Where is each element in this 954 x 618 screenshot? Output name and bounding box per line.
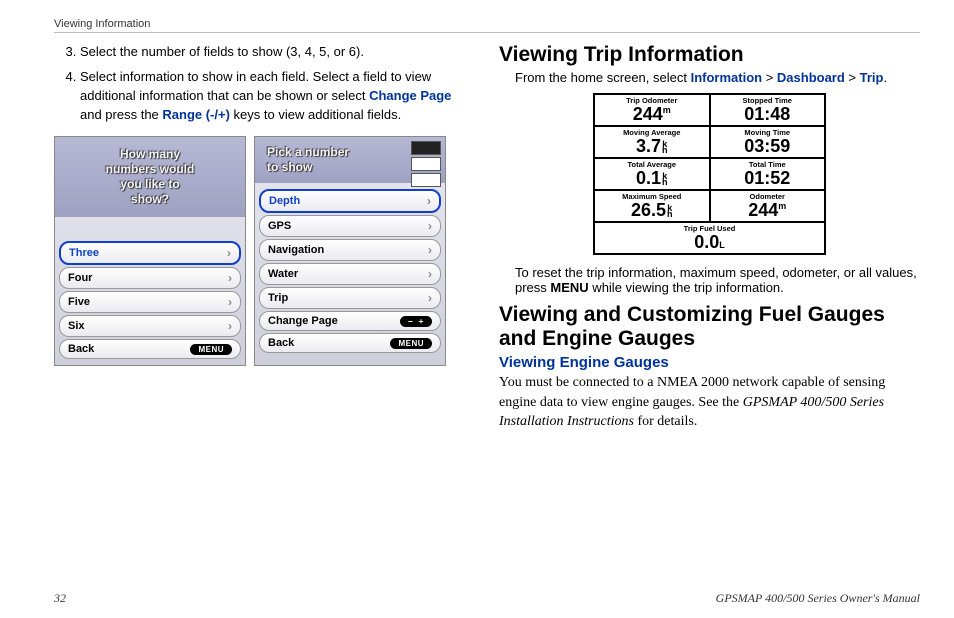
heading-trip-info: Viewing Trip Information <box>499 43 920 67</box>
trip-cell-total-average: Total Average0.1kh <box>594 158 710 190</box>
trip-cell-value: 01:52 <box>711 169 825 187</box>
menu-key: MENU <box>550 280 588 295</box>
trip-cell-value: 244m <box>595 105 709 123</box>
trip-cell-value: 0.1kh <box>595 169 709 187</box>
trip-cell-odometer: Odometer244m <box>710 190 826 222</box>
menu-item-label: Five <box>68 296 90 308</box>
menu-item-label: Back <box>268 337 294 349</box>
instruction-4: Select information to show in each field… <box>80 68 475 125</box>
instruction-4-end: keys to view additional fields. <box>230 107 401 122</box>
reset-info-text: To reset the trip information, maximum s… <box>515 265 920 295</box>
menu-item-label: Depth <box>269 195 300 207</box>
trip-cell-total-time: Total Time01:52 <box>710 158 826 190</box>
menu-item-label: Three <box>69 247 99 259</box>
trip-cell-value: 0.0L <box>595 233 824 251</box>
chevron-right-icon: › <box>228 319 232 333</box>
range-keys-link: Range (-/+) <box>162 107 230 122</box>
change-page-link: Change Page <box>369 88 451 103</box>
device2-item-back[interactable]: Back MENU <box>259 333 441 353</box>
header-rule <box>54 32 920 33</box>
breadcrumb-trip: Trip <box>860 70 884 85</box>
heading-fuel-gauges: Viewing and Customizing Fuel Gauges and … <box>499 303 920 351</box>
trip-cell-value: 26.5kh <box>595 201 709 219</box>
device2-item-change-page[interactable]: Change Page − + <box>259 311 441 331</box>
instruction-3: Select the number of fields to show (3, … <box>80 43 475 62</box>
breadcrumb-dashboard: Dashboard <box>777 70 845 85</box>
subheading-engine-gauges: Viewing Engine Gauges <box>499 354 920 371</box>
trip-cell-maximum-speed: Maximum Speed26.5kh <box>594 190 710 222</box>
device2-item-gps[interactable]: GPS › <box>259 215 441 237</box>
device1-prompt: How many numbers would you like to show? <box>61 147 239 207</box>
trip-cell-trip-odometer: Trip Odometer244m <box>594 94 710 126</box>
device1-menu: Three › Four › Five › Six › Back MENU <box>55 235 245 365</box>
breadcrumb-information: Information <box>691 70 763 85</box>
device1-item-six[interactable]: Six › <box>59 315 241 337</box>
instruction-list: Select the number of fields to show (3, … <box>54 43 475 124</box>
range-pill: − + <box>400 316 432 327</box>
trip-cell-moving-time: Moving Time03:59 <box>710 126 826 158</box>
chevron-right-icon: › <box>428 243 432 257</box>
menu-item-label: Four <box>68 272 92 284</box>
device-screenshot-pick: Pick a number to show Depth›GPS›Navigati… <box>254 136 446 366</box>
device1-item-five[interactable]: Five › <box>59 291 241 313</box>
device2-item-trip[interactable]: Trip › <box>259 287 441 309</box>
breadcrumb-line: From the home screen, select Information… <box>515 70 920 85</box>
menu-item-label: Navigation <box>268 244 324 256</box>
trip-cell-value: 3.7kh <box>595 137 709 155</box>
menu-pill: MENU <box>190 344 232 355</box>
menu-pill: MENU <box>390 338 432 349</box>
device2-item-navigation[interactable]: Navigation › <box>259 239 441 261</box>
right-column: Viewing Trip Information From the home s… <box>499 43 920 438</box>
menu-item-label: GPS <box>268 220 291 232</box>
chevron-right-icon: › <box>228 271 232 285</box>
trip-cell-stopped-time: Stopped Time01:48 <box>710 94 826 126</box>
device2-menu: Depth › GPS › Navigation › Water › Trip › Change P… <box>255 183 445 359</box>
trip-cell-value: 03:59 <box>711 137 825 155</box>
menu-item-label: Change Page <box>268 315 338 327</box>
menu-item-label: Trip <box>268 292 288 304</box>
instruction-4-mid: and press the <box>80 107 162 122</box>
chevron-right-icon: › <box>228 295 232 309</box>
chevron-right-icon: › <box>428 219 432 233</box>
device-screenshot-fields: How many numbers would you like to show?… <box>54 136 246 366</box>
device1-item-back[interactable]: Back MENU <box>59 339 241 359</box>
device2-indicator-boxes <box>411 141 441 187</box>
manual-title: GPSMAP 400/500 Series Owner's Manual <box>716 591 920 606</box>
menu-item-label: Six <box>68 320 85 332</box>
trip-cell-fuel-used: Trip Fuel Used0.0L <box>594 222 825 254</box>
trip-cell-moving-average: Moving Average3.7kh <box>594 126 710 158</box>
trip-info-panel: Trip Odometer244mStopped Time01:48Moving… <box>593 93 826 255</box>
trip-cell-value: 244m <box>711 201 825 219</box>
left-column: Select the number of fields to show (3, … <box>54 43 475 438</box>
device1-item-three[interactable]: Three › <box>59 241 241 265</box>
chevron-right-icon: › <box>227 246 231 260</box>
device2-item-depth[interactable]: Depth › <box>259 189 441 213</box>
menu-item-label: Back <box>68 343 94 355</box>
device1-item-four[interactable]: Four › <box>59 267 241 289</box>
chevron-right-icon: › <box>428 291 432 305</box>
trip-cell-value: 01:48 <box>711 105 825 123</box>
device2-item-water[interactable]: Water › <box>259 263 441 285</box>
engine-gauges-text: You must be connected to a NMEA 2000 net… <box>499 373 920 432</box>
chevron-right-icon: › <box>427 194 431 208</box>
menu-item-label: Water <box>268 268 298 280</box>
page-header: Viewing Information <box>54 18 920 30</box>
page-number: 32 <box>54 591 66 606</box>
page-footer: 32 GPSMAP 400/500 Series Owner's Manual <box>54 591 920 606</box>
chevron-right-icon: › <box>428 267 432 281</box>
